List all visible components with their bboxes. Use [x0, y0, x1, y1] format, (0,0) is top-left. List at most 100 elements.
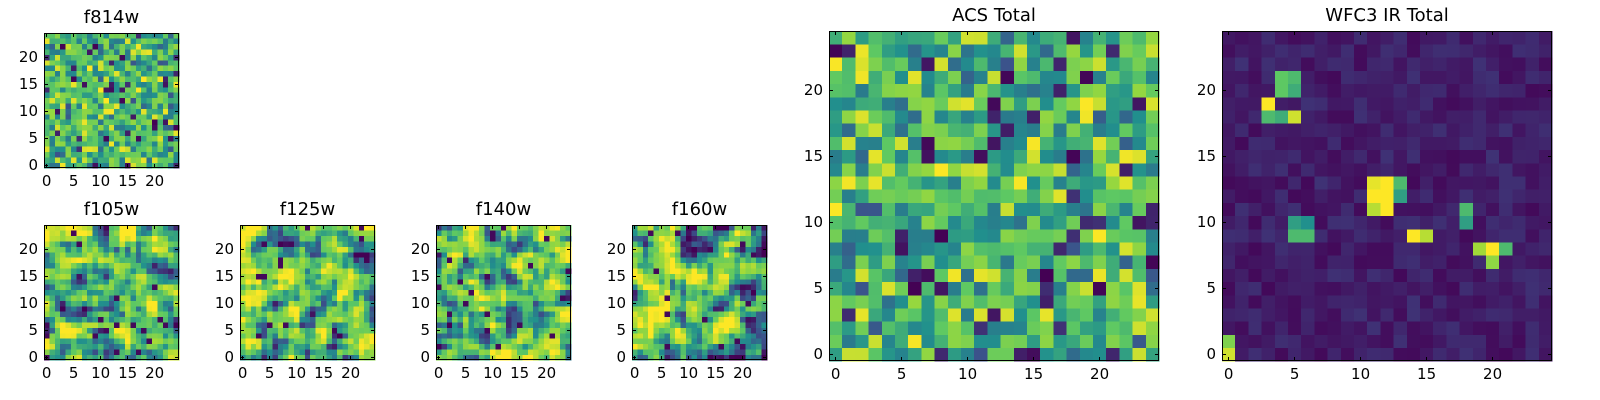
heatmap-cell — [554, 327, 561, 334]
heatmap-cell — [745, 300, 752, 307]
heatmap-cell — [348, 327, 354, 334]
heatmap-cell — [141, 349, 147, 355]
heatmap-cell — [1066, 334, 1081, 349]
heatmap-cell — [669, 316, 676, 323]
heatmap-cell — [1393, 31, 1408, 45]
heatmap-cell — [87, 241, 93, 247]
heatmap-cell — [103, 130, 110, 136]
heatmap-cell — [267, 235, 273, 242]
heatmap-cell — [664, 235, 671, 242]
heatmap-cell — [517, 322, 523, 328]
heatmap-cell — [162, 65, 169, 72]
heatmap-cell — [54, 108, 61, 115]
heatmap-cell — [1248, 268, 1262, 283]
heatmap-cell — [353, 338, 360, 345]
heatmap-cell — [702, 246, 708, 253]
heatmap-cell — [1248, 44, 1262, 58]
heatmap-cell — [517, 306, 523, 312]
heatmap-cell — [1027, 97, 1041, 111]
heatmap-cell — [92, 322, 99, 328]
heatmap-cell — [484, 327, 491, 334]
heatmap-cell — [326, 289, 333, 296]
heatmap-cell — [1406, 255, 1421, 269]
heatmap-cell — [1222, 242, 1236, 256]
heatmap-cell — [750, 230, 757, 237]
y-tick-label: 0 — [616, 348, 626, 367]
heatmap-cell — [1106, 347, 1120, 362]
heatmap-cell — [173, 60, 180, 66]
heatmap-cell — [506, 327, 512, 334]
heatmap-cell — [1459, 97, 1474, 111]
heatmap-cell — [76, 114, 83, 120]
heatmap-cell — [331, 246, 338, 253]
heatmap-cell — [702, 327, 708, 334]
heatmap-cell — [527, 338, 534, 345]
heatmap-cell — [1472, 308, 1487, 322]
heatmap-cell — [1066, 229, 1081, 243]
heatmap-cell — [495, 316, 502, 323]
heatmap-cell — [881, 242, 896, 256]
heatmap-cell — [452, 257, 458, 264]
heatmap-cell — [65, 300, 72, 307]
heatmap-cell — [60, 60, 66, 66]
heatmap-cell — [734, 343, 741, 350]
heatmap-cell — [130, 327, 137, 334]
heatmap-cell — [495, 306, 502, 312]
heatmap-cell — [54, 43, 61, 50]
heatmap-cell — [44, 338, 50, 345]
heatmap-cell — [842, 176, 856, 190]
heatmap-cell — [829, 229, 843, 243]
heatmap-cell — [76, 70, 83, 77]
heatmap-cell — [108, 103, 115, 109]
heatmap-cell — [1459, 308, 1474, 322]
heatmap-cell — [1261, 163, 1276, 177]
heatmap-cell — [81, 349, 88, 355]
heatmap-cell — [173, 284, 180, 291]
heatmap-cell — [1512, 255, 1526, 269]
heatmap-cell — [54, 130, 61, 136]
heatmap-cell — [729, 343, 735, 350]
heatmap-cell — [495, 300, 502, 307]
heatmap-cell — [358, 262, 365, 269]
heatmap-cell — [632, 262, 638, 269]
heatmap-cell — [1222, 334, 1236, 349]
heatmap-cell — [702, 311, 708, 318]
heatmap-cell — [114, 76, 120, 82]
heatmap-cell — [49, 54, 56, 61]
heatmap-cell — [734, 257, 741, 264]
y-tick-label: 0 — [420, 348, 430, 367]
heatmap-cell — [87, 141, 93, 147]
heatmap-cell — [544, 343, 550, 350]
heatmap-cell — [473, 225, 480, 231]
heatmap-cell — [484, 289, 491, 296]
heatmap-cell — [473, 235, 480, 242]
heatmap-cell — [60, 262, 66, 269]
heatmap-cell — [750, 289, 757, 296]
heatmap-cell — [495, 230, 502, 237]
x-tick-label: 15 — [118, 172, 138, 190]
heatmap-cell — [686, 306, 692, 312]
heatmap-cell — [337, 268, 343, 274]
heatmap-cell — [750, 311, 757, 318]
heatmap-cell — [92, 135, 99, 142]
heatmap-cell — [272, 311, 279, 318]
heatmap-cell — [1145, 229, 1160, 243]
heatmap-cell — [256, 343, 262, 350]
heatmap-cell — [1106, 255, 1120, 269]
heatmap-cell — [1327, 149, 1342, 164]
heatmap-cell — [1327, 242, 1342, 256]
heatmap-cell — [245, 235, 252, 242]
heatmap-cell — [54, 81, 61, 88]
heatmap-cell — [500, 327, 507, 334]
heatmap-cell — [702, 273, 708, 280]
heatmap-cell — [446, 354, 453, 361]
heatmap-cell — [479, 273, 485, 280]
heatmap-cell — [92, 225, 99, 231]
heatmap-cell — [315, 300, 322, 307]
heatmap-cell — [1079, 268, 1094, 283]
heatmap-cell — [54, 279, 61, 285]
heatmap-cell — [157, 306, 164, 312]
heatmap-cell — [855, 163, 869, 177]
heatmap-cell — [446, 316, 453, 323]
heatmap-cell — [560, 257, 566, 264]
